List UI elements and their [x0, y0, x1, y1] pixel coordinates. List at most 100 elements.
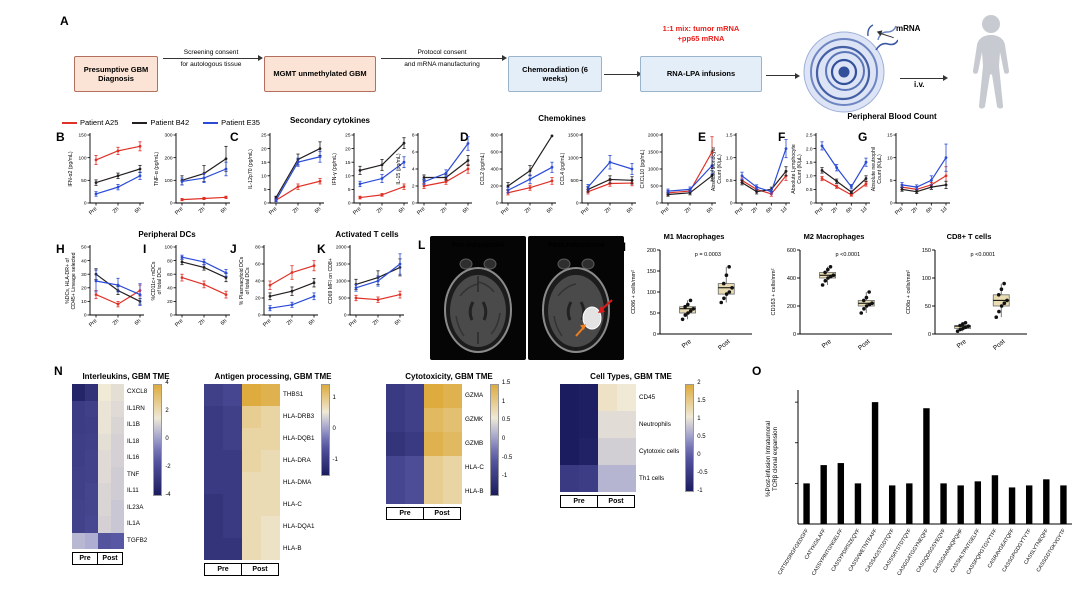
svg-text:200: 200: [164, 155, 172, 161]
mrna-squiggle-icon: [867, 24, 874, 37]
scatter-title-m1: M1 Macrophages: [663, 232, 725, 241]
legend-item: Patient A25: [62, 118, 118, 127]
heatmap-group-label: Pre: [560, 495, 598, 508]
heatmap-grid: [72, 384, 124, 549]
heatmap-cell: [72, 384, 85, 401]
svg-text:6h: 6h: [220, 318, 229, 327]
bar: [820, 465, 827, 524]
heatmap-cell: [405, 480, 424, 504]
svg-text:Pre: Pre: [88, 318, 98, 328]
line-chart: 0 0.5 1.0 1.5 Pre 2h 6h 1d Absolute MonocyteCoun…: [711, 133, 790, 216]
section-title-secondary-cytokines: Secondary cytokines: [289, 116, 371, 125]
svg-text:6h: 6h: [134, 318, 143, 327]
svg-text:150: 150: [647, 269, 656, 275]
data-point: [867, 290, 871, 294]
legend-label: Patient B42: [150, 118, 190, 127]
svg-text:0: 0: [84, 201, 87, 207]
heatmap-cell: [598, 465, 617, 492]
section-title-peripheral-blood: Peripheral Blood Count: [847, 112, 937, 121]
svg-text:Absolute LymphocyteCount (K/μL: Absolute LymphocyteCount (K/μL): [791, 144, 803, 194]
svg-text:100: 100: [922, 276, 931, 282]
chart-il15: 0 2 4 6 8 Pre 2h 6h IL-15 (pg/mL): [392, 128, 476, 233]
data-point: [900, 183, 904, 187]
data-point: [312, 294, 316, 298]
heatmap-cell: [98, 466, 111, 483]
heatmap-cell: [85, 483, 98, 500]
lesion-enhancement: [582, 306, 602, 330]
series-B42: [741, 170, 787, 193]
data-point: [870, 301, 874, 305]
data-point: [380, 177, 384, 180]
heatmap-cell: [111, 384, 124, 401]
heatmap-title-cytotoxicity: Cytotoxicity, GBM TME: [405, 372, 493, 381]
heatmap-cell: [72, 532, 85, 549]
heatmap-cell: [261, 428, 280, 450]
iv-label: i.v.: [914, 80, 925, 89]
heatmap-row-label: Cytotoxic cells: [639, 448, 680, 455]
data-point: [444, 171, 448, 175]
flow-box-rna-lpa: RNA-LPA infusions: [640, 56, 762, 92]
colorbar-tick: 4: [165, 380, 169, 386]
heatmap-cell: [443, 408, 462, 432]
svg-text:6h: 6h: [314, 206, 323, 215]
data-point: [727, 290, 732, 294]
line-chart: 0 5 10 15 Pre 2h 6h 1d Absolute neutrophilCount …: [871, 133, 950, 216]
data-point: [528, 177, 532, 181]
svg-text:CCL2 (pg/mL): CCL2 (pg/mL): [480, 152, 486, 185]
mri-post-label: Post-Infusion#4: [548, 240, 605, 249]
heatmap-cell: [424, 384, 443, 408]
data-point: [296, 185, 300, 189]
legend-label: Patient E35: [221, 118, 260, 127]
svg-text:6h: 6h: [925, 206, 934, 215]
mrna-label: mRNA: [896, 24, 921, 33]
heatmap-cell: [111, 483, 124, 500]
heatmap-grid: [386, 384, 462, 504]
heatmap-row-label: Neutrophils: [639, 421, 671, 428]
heatmap-cell: [111, 466, 124, 483]
data-point: [224, 293, 228, 296]
data-point: [290, 289, 294, 293]
chart-tnf-a: 0 100 200 300 Pre 2h 6h TNF-α (pg/mL): [150, 128, 234, 233]
svg-text:IFN-γ (pg/mL): IFN-γ (pg/mL): [332, 153, 338, 185]
bar-label: CASSPQPGTGVYTFF: [966, 528, 999, 576]
colorbar-tick: 1: [332, 395, 336, 402]
data-point: [268, 294, 272, 298]
heatmap-cell: [72, 417, 85, 434]
svg-text:2h: 2h: [524, 206, 533, 215]
data-point: [312, 281, 316, 285]
heatmap-row-label: HLA-B: [283, 545, 302, 552]
svg-text:20: 20: [345, 146, 351, 152]
heatmap-row-label: IL23A: [127, 503, 144, 511]
data-point: [724, 292, 729, 296]
svg-text:Pre: Pre: [348, 318, 358, 328]
heatmap-cell: [85, 516, 98, 533]
svg-text:2h: 2h: [751, 206, 760, 215]
bar: [837, 463, 845, 524]
data-point: [116, 302, 120, 306]
series-B42: [821, 169, 867, 193]
heatmap-cell: [386, 432, 405, 456]
data-point: [915, 190, 919, 194]
mrna-squiggle-icon: [875, 39, 898, 51]
bar: [871, 402, 879, 524]
svg-text:Pre: Pre: [894, 206, 904, 216]
svg-text:0: 0: [928, 332, 931, 338]
panel-label-g: G: [858, 130, 868, 144]
svg-text:%DCs, HLA-DR+ ofCD45+ Lineage: %DCs, HLA-DR+ ofCD45+ Lineage selected: [65, 252, 77, 309]
data-point: [686, 302, 690, 307]
series-E35: [741, 148, 787, 193]
heatmap-cell: [111, 516, 124, 533]
svg-text:0: 0: [730, 201, 733, 207]
patient-legend: Patient A25 Patient B42 Patient E35: [62, 118, 260, 127]
heatmap-cell: [72, 483, 85, 500]
heatmap-cell: [560, 438, 579, 465]
heatmap-cell: [85, 466, 98, 483]
data-point: [202, 176, 206, 180]
heatmap-group-label: Post: [97, 552, 123, 565]
data-point: [710, 150, 714, 154]
data-point: [861, 298, 866, 303]
heatmap-cell: [242, 384, 261, 406]
heatmap-cell: [204, 538, 223, 560]
scatter-title-cd8: CD8+ T cells: [946, 232, 992, 241]
heatmap-row-label: Th1 cells: [639, 475, 665, 482]
